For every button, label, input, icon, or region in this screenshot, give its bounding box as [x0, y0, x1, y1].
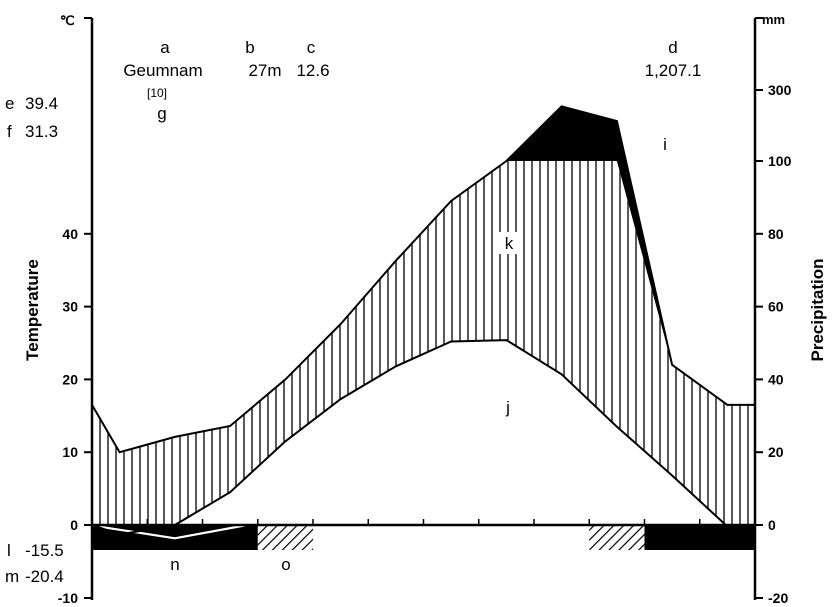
region-label-j: j	[505, 398, 510, 417]
region-label-k-bg	[499, 232, 519, 254]
left-tick-label: 40	[62, 226, 78, 242]
period-key: g	[157, 104, 166, 123]
extreme-l-key: l	[7, 541, 11, 560]
right-tick-label: 300	[768, 82, 792, 98]
region-label-i: i	[663, 135, 667, 154]
extreme-e-key: e	[5, 94, 14, 113]
right-axis-title: Precipitation	[808, 259, 827, 362]
precipitation-line	[91, 105, 755, 454]
right-tick-label: 80	[768, 226, 784, 242]
region-label-h: h	[503, 127, 512, 146]
region-label-k: k	[505, 234, 514, 253]
right-tick-label: -20	[768, 590, 788, 606]
left-tick-label: 10	[62, 444, 78, 460]
right-tick-label: 60	[768, 299, 784, 315]
right-tick-label: 0	[768, 517, 776, 533]
left-axis-title: Temperature	[23, 259, 42, 361]
right-tick-label: 40	[768, 371, 784, 387]
min-temp-curve	[91, 524, 245, 540]
extreme-m-value: -20.4	[25, 567, 64, 586]
station-name: Geumnam	[123, 61, 202, 80]
observation-period: [10]	[147, 86, 167, 100]
mean-temp-key: c	[307, 38, 316, 57]
left-tick-label: -10	[58, 590, 78, 606]
station-name-key: a	[160, 38, 170, 57]
region-label-o: o	[281, 555, 290, 574]
temperature-line	[91, 339, 756, 536]
annual-precip-key: d	[668, 38, 677, 57]
annual-precip: 1,207.1	[645, 61, 702, 80]
extreme-l-value: -15.5	[25, 541, 64, 560]
humid-region-hatch	[92, 161, 755, 535]
left-tick-label: 0	[70, 517, 78, 533]
extreme-e-value: 39.4	[25, 94, 58, 113]
right-axis-unit: mm	[762, 12, 785, 27]
frost-bar-probable	[589, 525, 645, 550]
left-tick-label: 20	[62, 371, 78, 387]
extreme-m-key: m	[5, 567, 19, 586]
left-axis-unit: ℃	[60, 13, 75, 28]
left-tick-label: 30	[62, 299, 78, 315]
right-tick-label: 20	[768, 444, 784, 460]
right-tick-label: 100	[768, 153, 792, 169]
frost-bar-probable	[257, 525, 313, 550]
mean-temp: 12.6	[296, 61, 329, 80]
extreme-f-key: f	[7, 122, 12, 141]
frost-bar-certain	[644, 525, 755, 550]
extreme-f-value: 31.3	[25, 122, 58, 141]
elevation-key: b	[245, 38, 254, 57]
elevation: 27m	[248, 61, 281, 80]
region-label-n: n	[170, 555, 179, 574]
